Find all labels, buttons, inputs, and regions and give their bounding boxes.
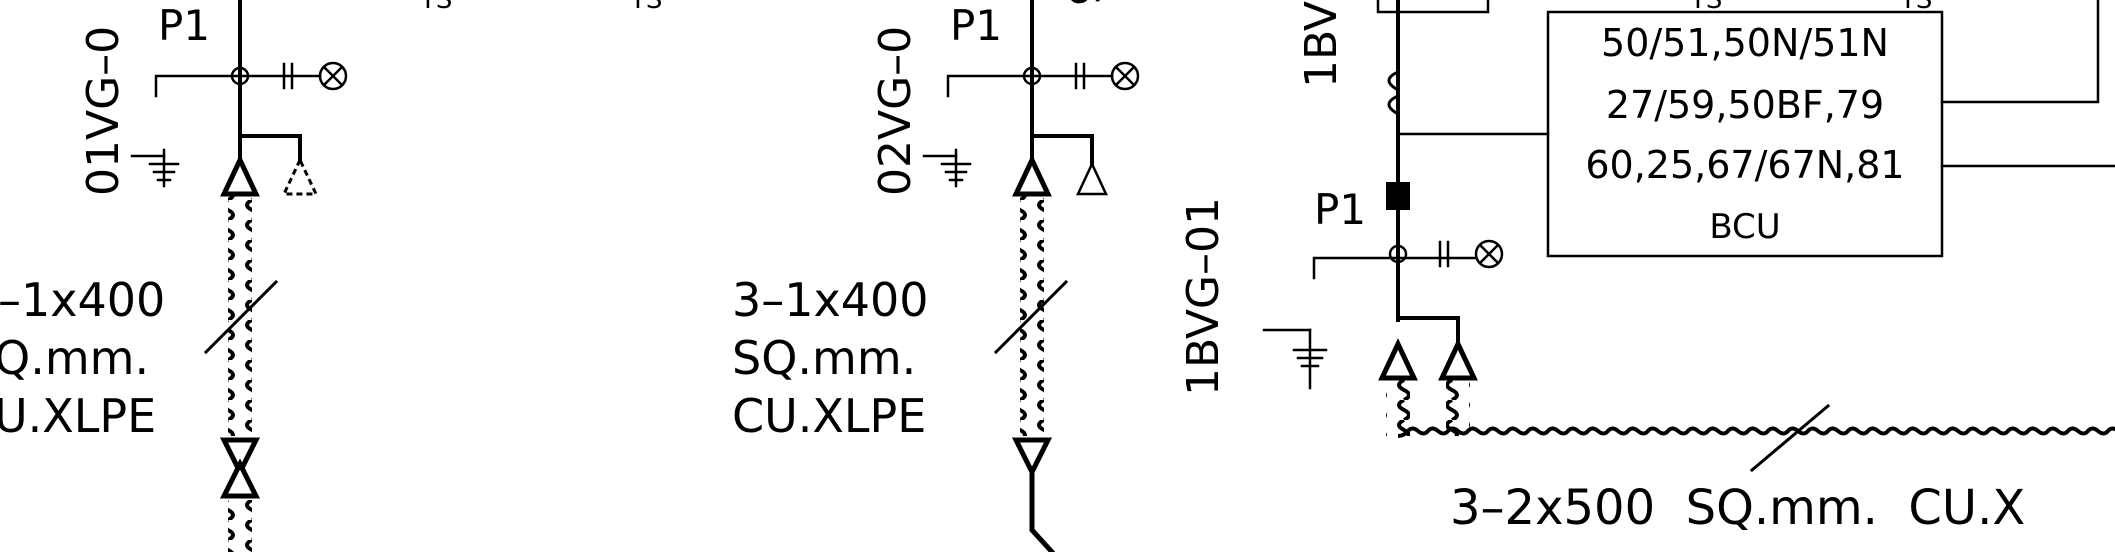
feeder-2-indicator-lamp-icon <box>1110 61 1140 91</box>
feeder-1-ct-line <box>154 74 322 98</box>
incomer-breaker-icon <box>1386 182 1410 210</box>
feeder-1-earth-icon <box>130 148 180 188</box>
relay-function-line-4: BCU <box>1709 207 1780 247</box>
feeder-1-ct-icon <box>230 66 250 86</box>
feeder-2-ct-icon <box>1022 66 1042 86</box>
top-mark-2: TS <box>629 0 662 15</box>
feeder-1-cable-unit: Q.mm. <box>0 331 149 385</box>
relay-function-line-3: 60,25,67/67N,81 <box>1585 143 1904 187</box>
relay-box-frame <box>1546 10 1944 258</box>
feeder-1-termination-icon <box>220 154 260 197</box>
feeder-1-cable-size: –1x400 <box>0 273 165 327</box>
incomer-earth-icon <box>1262 328 1328 390</box>
feeder-1-tag: 01VG–0 <box>78 26 129 196</box>
feeder-1: 01VG–0 P1 –1x400 Q.mm. <box>0 0 348 552</box>
incomer-tag: 1BVG–01 <box>1178 197 1229 396</box>
feeder-2-lower-termination-icon <box>1011 437 1053 478</box>
feeder-1-cable-slash <box>203 279 279 355</box>
relay-function-line-2: 27/59,50BF,79 <box>1606 83 1884 127</box>
feeder-2-point-label: P1 <box>950 1 1002 50</box>
feeder-2-partial-label: 9 <box>1061 0 1110 6</box>
feeder-2-termination-spare-icon <box>1076 161 1108 196</box>
feeder-2: 02VG–0 P1 9 3–1x400 SQ.mm. CU.XLPE <box>732 0 1140 552</box>
incomer-branch <box>1396 316 1460 348</box>
incomer-main-cable <box>1397 426 2115 438</box>
feeder-1-cable-type: U.XLPE <box>0 389 156 443</box>
feeder-1-termination-spare-icon <box>281 156 319 196</box>
feeder-2-branch <box>1030 134 1094 168</box>
incomer-cable-slash <box>1749 403 1831 473</box>
incomer: 1BV 1BVG–01 P1 <box>1178 0 2115 536</box>
incomer-ct-icon <box>1388 244 1408 264</box>
feeder-1-lower-termination-icon <box>219 437 261 478</box>
relay-function-line-1: 50/51,50N/51N <box>1601 21 1889 65</box>
incomer-point-label: P1 <box>1314 185 1366 234</box>
feeder-2-cable-size: 3–1x400 <box>732 273 929 327</box>
incomer-termination-1-icon <box>1378 338 1418 381</box>
incomer-cable-label: 3–2x500 SQ.mm. CU.X <box>1450 480 2025 536</box>
relay-output-1 <box>1940 0 2100 104</box>
feeder-2-tag: 02VG–0 <box>870 26 921 196</box>
incomer-termination-2-icon <box>1438 338 1478 381</box>
incomer-indicator-lamp-icon <box>1474 239 1504 269</box>
feeder-2-cable-unit: SQ.mm. <box>732 331 916 385</box>
feeder-2-cable-slash <box>993 279 1069 355</box>
incomer-tag-top: 1BV <box>1296 1 1347 88</box>
feeder-2-termination-icon <box>1012 154 1052 197</box>
incomer-ct-coil-icon <box>1387 70 1401 117</box>
feeder-1-indicator-lamp-icon <box>318 61 348 91</box>
feeder-1-point-label: P1 <box>158 1 210 50</box>
feeder-2-cable-type: CU.XLPE <box>732 389 926 443</box>
feeder-2-ct-line <box>946 74 1114 98</box>
relay-box: 50/51,50N/51N 27/59,50BF,79 60,25,67/67N… <box>1546 0 2115 258</box>
incomer-top-box <box>1376 0 1490 14</box>
feeder-2-outgoing-line <box>1029 469 1056 552</box>
top-mark-1: TS <box>419 0 452 15</box>
incomer-ct-line <box>1312 256 1478 280</box>
feeder-2-earth-icon <box>922 148 972 188</box>
feeder-1-branch <box>238 134 302 172</box>
